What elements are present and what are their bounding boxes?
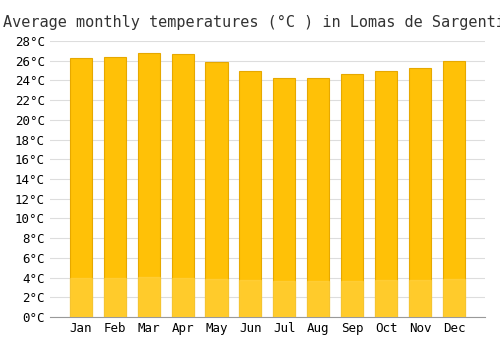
Bar <box>240 280 262 317</box>
Bar <box>409 68 432 317</box>
Bar <box>274 281 295 317</box>
Bar <box>409 280 432 317</box>
Bar <box>342 281 363 317</box>
Bar <box>342 75 363 317</box>
Bar <box>375 71 398 317</box>
Bar <box>172 278 194 317</box>
Bar <box>443 279 465 317</box>
Bar <box>70 58 92 317</box>
Bar <box>206 279 228 317</box>
Bar <box>138 53 160 317</box>
Bar <box>104 278 126 317</box>
Bar <box>308 78 330 317</box>
Bar <box>274 78 295 317</box>
Title: Average monthly temperatures (°C ) in Lomas de Sargentillo: Average monthly temperatures (°C ) in Lo… <box>3 15 500 30</box>
Bar <box>443 61 465 317</box>
Bar <box>308 281 330 317</box>
Bar <box>70 278 92 317</box>
Bar <box>104 57 126 317</box>
Bar <box>240 71 262 317</box>
Bar <box>375 280 398 317</box>
Bar <box>138 278 160 317</box>
Bar <box>206 62 228 317</box>
Bar <box>172 54 194 317</box>
